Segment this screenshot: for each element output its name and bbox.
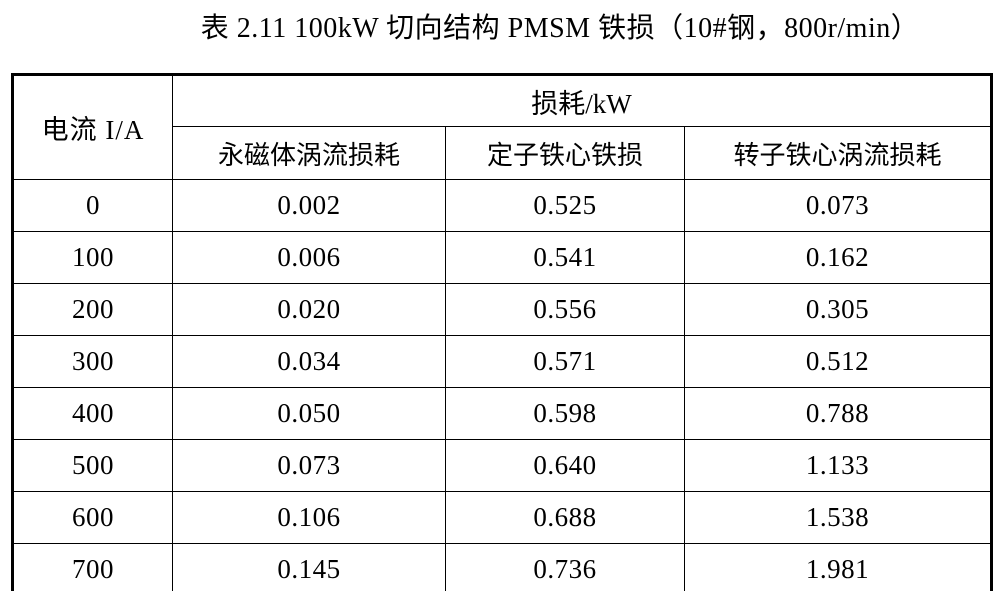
rotor-eddy-loss-cell: 1.133 <box>683 439 993 492</box>
current-cell: 400 <box>12 387 173 440</box>
stator-iron-loss-cell: 0.571 <box>445 335 685 388</box>
rotor-eddy-loss-cell: 0.073 <box>683 179 993 232</box>
current-cell: 0 <box>12 179 173 232</box>
table-row: 200 0.020 0.556 0.305 <box>12 283 993 336</box>
stator-iron-loss-cell: 0.640 <box>445 439 685 492</box>
pm-eddy-loss-cell: 0.002 <box>172 179 446 232</box>
table-body: 0 0.002 0.525 0.073 100 0.006 0.541 0.162 200 0.0… <box>12 179 993 591</box>
stator-iron-loss-cell: 0.541 <box>445 231 685 284</box>
rotor-eddy-loss-cell: 0.162 <box>683 231 993 284</box>
table-row: 100 0.006 0.541 0.162 <box>12 231 993 284</box>
current-cell: 200 <box>12 283 173 336</box>
current-cell: 500 <box>12 439 173 492</box>
table-row: 500 0.073 0.640 1.133 <box>12 439 993 492</box>
iron-loss-table: 电流 I/A 损耗/kW 永磁体涡流损耗 定子铁心铁损 转子铁心涡流损耗 0 0.… <box>11 73 994 591</box>
stator-iron-loss-cell: 0.525 <box>445 179 685 232</box>
loss-group-header: 损耗/kW <box>171 74 993 127</box>
current-cell: 300 <box>12 335 173 388</box>
table-header: 电流 I/A 损耗/kW 永磁体涡流损耗 定子铁心铁损 转子铁心涡流损耗 <box>12 74 993 180</box>
pm-eddy-loss-cell: 0.006 <box>172 231 446 284</box>
rotor-eddy-loss-cell: 0.512 <box>683 335 993 388</box>
table-caption: 表 2.11 100kW 切向结构 PMSM 铁损（10#钢，800r/min） <box>200 13 920 44</box>
stator-iron-loss-header: 定子铁心铁损 <box>445 126 685 180</box>
pm-eddy-loss-cell: 0.034 <box>172 335 446 388</box>
stator-iron-loss-cell: 0.688 <box>445 491 685 544</box>
stator-iron-loss-cell: 0.556 <box>445 283 685 336</box>
header-row-group: 电流 I/A 损耗/kW <box>12 74 993 180</box>
rotor-eddy-loss-cell: 1.538 <box>683 491 993 544</box>
rotor-eddy-loss-cell: 0.305 <box>683 283 993 336</box>
pm-eddy-loss-cell: 0.020 <box>172 283 446 336</box>
rotor-eddy-loss-cell: 1.981 <box>683 543 993 591</box>
current-cell: 700 <box>12 543 173 591</box>
table-row: 300 0.034 0.571 0.512 <box>12 335 993 388</box>
rotor-eddy-loss-cell: 0.788 <box>683 387 993 440</box>
table-row: 700 0.145 0.736 1.981 <box>12 543 993 591</box>
current-column-header: 电流 I/A <box>12 74 173 180</box>
stator-iron-loss-cell: 0.736 <box>445 543 685 591</box>
current-cell: 100 <box>12 231 173 284</box>
stator-iron-loss-cell: 0.598 <box>445 387 685 440</box>
table-row: 0 0.002 0.525 0.073 <box>12 179 993 232</box>
pm-eddy-loss-cell: 0.050 <box>172 387 446 440</box>
pm-eddy-loss-cell: 0.145 <box>172 543 446 591</box>
rotor-eddy-loss-header: 转子铁心涡流损耗 <box>683 126 993 180</box>
header-row-sub: 永磁体涡流损耗 定子铁心铁损 转子铁心涡流损耗 <box>13 126 993 180</box>
pm-eddy-loss-cell: 0.073 <box>172 439 446 492</box>
table-row: 400 0.050 0.598 0.788 <box>12 387 993 440</box>
table-row: 600 0.106 0.688 1.538 <box>12 491 993 544</box>
pm-eddy-loss-cell: 0.106 <box>172 491 446 544</box>
pm-eddy-loss-header: 永磁体涡流损耗 <box>172 126 446 180</box>
current-cell: 600 <box>12 491 173 544</box>
